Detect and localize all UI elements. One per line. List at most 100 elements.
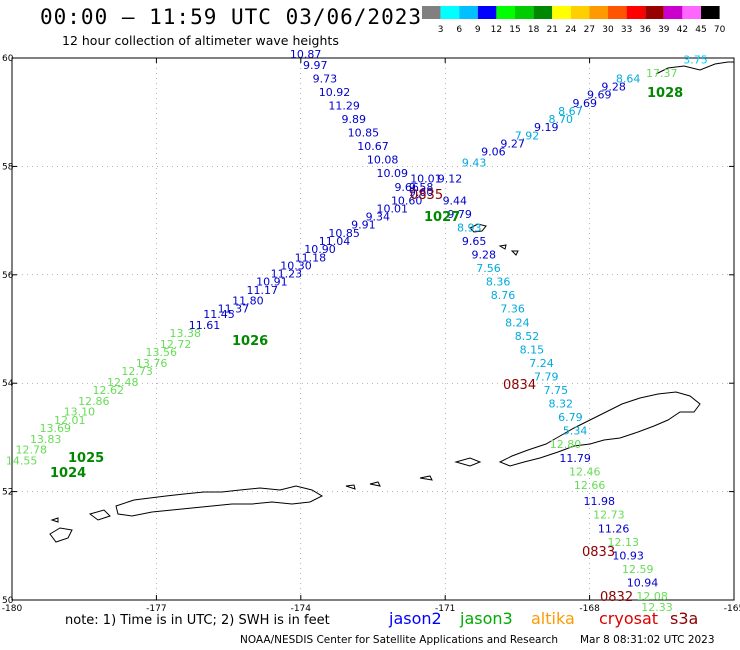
lon-label: -165 [724, 604, 740, 614]
lon-label: -171 [435, 604, 455, 614]
wave-height-label: 7.36 [500, 303, 525, 316]
wave-height-label: 3.75 [683, 53, 708, 66]
island-west-small [50, 517, 59, 523]
lat-label: 52 [2, 488, 13, 498]
wave-height-label: 13.83 [30, 433, 62, 446]
wave-height-label: 12.78 [16, 444, 48, 457]
wave-height-label: 10.85 [328, 227, 360, 240]
wave-height-label: 13.38 [170, 327, 202, 340]
legend-swatch [533, 6, 553, 19]
pass-time-labels: 1024 1025 1026 1027 1028 0832 0833 0834 … [50, 86, 683, 605]
wave-height-label: 10.94 [627, 576, 659, 589]
lon-label: -174 [291, 604, 312, 614]
wave-height-label: 9.06 [481, 146, 506, 159]
island-islands-5 [369, 481, 381, 487]
wave-height-label: 10.93 [612, 549, 644, 562]
legend-jason3: jason3 [460, 609, 513, 628]
wave-height-label: 13.76 [136, 357, 168, 370]
legend-tick-label: 39 [658, 25, 670, 35]
pass-time-label: 1027 [424, 210, 460, 225]
legend-tick-label: 70 [714, 25, 726, 35]
pass-time-label: 0835 [410, 188, 443, 203]
wave-height-label: 8.76 [491, 289, 516, 302]
wave-height-label: 9.43 [462, 156, 487, 169]
alaska-coast [655, 61, 734, 75]
wave-height-label: 8.70 [548, 113, 573, 126]
wave-height-label: 11.23 [271, 268, 303, 281]
wave-height-label: 11.29 [328, 99, 360, 112]
wave-height-label: 10.01 [377, 202, 409, 215]
wave-height-label: 7.24 [529, 357, 554, 370]
legend-tick-label: 45 [695, 25, 706, 35]
coastline [49, 61, 734, 543]
lat-label: 54 [2, 379, 14, 389]
wave-height-label: 11.04 [319, 235, 351, 248]
legend-tick-label: 9 [475, 25, 481, 35]
pass-time-label: 1025 [68, 451, 104, 466]
wave-height-label: 12.48 [107, 376, 139, 389]
wave-height-label: 10.85 [348, 127, 380, 140]
legend-tick-label: 24 [565, 25, 577, 35]
wave-height-label: 11.61 [189, 319, 221, 332]
legend-swatch [552, 6, 571, 19]
legend-tick-label: 42 [677, 25, 688, 35]
lon-label: -180 [2, 604, 23, 614]
legend-tick-label: 18 [528, 25, 540, 35]
island-umnak [454, 457, 482, 467]
legend-tick-label: 15 [509, 25, 520, 35]
wave-height-label: 6.79 [558, 411, 583, 424]
wave-height-label: 12.01 [54, 414, 86, 427]
wave-height-label: 9.34 [366, 211, 391, 224]
wave-height-label: 5.34 [563, 425, 588, 438]
wave-height-label: 12.08 [636, 590, 668, 603]
wave-height-label: 10.67 [357, 140, 389, 153]
wave-height-label: 9.60 [409, 186, 434, 199]
wave-height-label: 7.56 [476, 262, 501, 275]
wave-height-label: 8.32 [548, 398, 573, 411]
wave-height-label: 11.79 [559, 452, 591, 465]
wave-height-label: 11.26 [598, 522, 630, 535]
legend-tick-label: 33 [621, 25, 632, 35]
legend-tick-label: 21 [546, 25, 557, 35]
wave-height-label: 11.37 [218, 303, 250, 316]
wave-height-label: 8.52 [515, 330, 540, 343]
wave-height-label: 12.73 [121, 365, 153, 378]
legend-s3a: s3a [670, 609, 699, 628]
lon-label: -168 [579, 604, 600, 614]
wave-height-label: 9.12 [438, 173, 463, 186]
aleutian-west [115, 485, 324, 517]
wave-height-label: 8.93 [457, 221, 482, 234]
wave-height-label: 9.73 [313, 72, 338, 85]
legend-swatch [496, 6, 515, 19]
wave-height-label: 12.73 [593, 509, 625, 522]
legend-tick-label: 12 [491, 25, 502, 35]
legend-swatch [589, 6, 608, 19]
wave-height-label: 13.56 [145, 346, 177, 359]
island-pribilof [469, 223, 487, 233]
legend-swatch [422, 6, 441, 19]
wave-height-label: 9.89 [341, 113, 366, 126]
island-islands-4 [419, 475, 433, 481]
pass-time-label: 1028 [647, 86, 683, 101]
aleutian-east [498, 391, 701, 467]
wave-height-label: 9.97 [303, 59, 328, 72]
wave-height-label: 9.27 [500, 137, 525, 150]
legend-swatch [515, 6, 534, 19]
legend-swatch [682, 6, 701, 19]
wave-height-label: 8.24 [505, 316, 530, 329]
legend-cryosat: cryosat [599, 609, 659, 628]
wave-height-label: 13.69 [40, 422, 72, 435]
lat-lon-grid: -180 -177 -174 -171 -168 -165 60 58 56 54 52 50 [2, 54, 740, 614]
wave-height-label: 7.75 [544, 384, 569, 397]
wave-height-label: 10.91 [256, 276, 288, 289]
legend-swatch [570, 6, 590, 19]
wave-height-label: 7.79 [534, 370, 559, 383]
legend-altika: altika [531, 609, 575, 628]
pass-time-label: 0834 [503, 378, 536, 393]
island-islands-6 [345, 484, 356, 490]
wave-height-label: 10.92 [319, 86, 351, 99]
lon-label: -177 [146, 604, 166, 614]
legend-tick-label: 6 [456, 25, 462, 35]
wave-height-label: 11.45 [203, 308, 235, 321]
map-subtitle: 12 hour collection of altimeter wave hei… [62, 33, 339, 48]
